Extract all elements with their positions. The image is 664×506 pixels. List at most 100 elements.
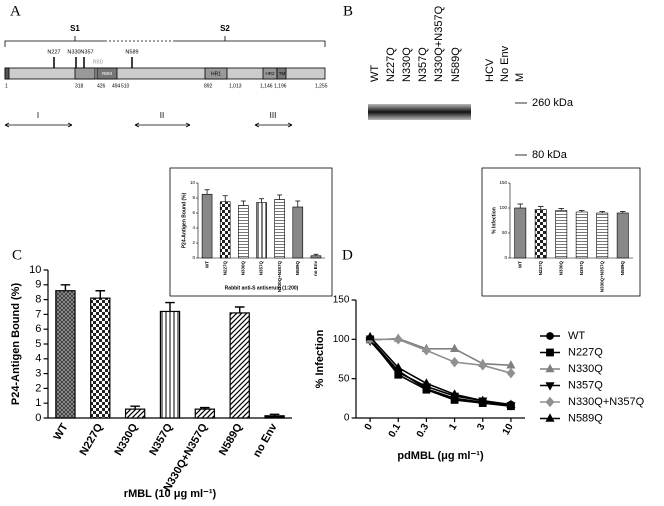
position-label: 1,255 xyxy=(315,83,328,89)
y-tick-label: 4 xyxy=(192,225,195,230)
fragment-label: II xyxy=(160,111,164,120)
panel-label: D xyxy=(342,247,353,263)
x-tick-label: 0.1 xyxy=(387,422,404,440)
x-tick-label: N330Q xyxy=(241,261,246,276)
y-tick-label: 0 xyxy=(344,413,350,424)
position-label: 1,013 xyxy=(229,83,242,89)
x-tick-label: N330Q xyxy=(112,421,140,458)
bar xyxy=(310,255,322,259)
marker xyxy=(478,360,488,371)
error-bar xyxy=(578,210,585,212)
y-tick-label: 50 xyxy=(502,230,508,235)
y-tick-label: 150 xyxy=(333,295,350,306)
bar xyxy=(194,408,216,419)
series-line xyxy=(369,340,512,407)
marker xyxy=(393,362,403,371)
y-tick-label: 8 xyxy=(192,195,195,200)
bar xyxy=(292,206,304,259)
error-bar xyxy=(517,203,524,208)
bar xyxy=(274,199,285,259)
x-tick-label: N589Q xyxy=(217,421,245,458)
fragment-label: III xyxy=(270,111,277,120)
x-axis-label: rMBL (10 μg ml⁻¹) xyxy=(124,488,217,500)
error-bar xyxy=(234,306,245,313)
x-tick-label: N330Q xyxy=(558,261,563,276)
series-line xyxy=(369,338,512,407)
legend-marker xyxy=(545,382,555,391)
panel-label: C xyxy=(12,247,22,263)
series-line xyxy=(369,336,512,406)
error-bar xyxy=(204,189,210,195)
domain-label: TM xyxy=(279,71,286,76)
position-label: 1 xyxy=(5,83,8,89)
y-tick-label: 10 xyxy=(29,264,41,276)
glycan-label: N357 xyxy=(80,49,93,55)
domain-label: HR2 xyxy=(265,71,274,76)
marker xyxy=(449,389,460,398)
x-tick-label: N357Q xyxy=(147,421,175,458)
y-tick-label: 10 xyxy=(190,180,196,185)
error-bar xyxy=(537,206,544,210)
x-tick-label: no Env xyxy=(313,261,318,276)
error-bar xyxy=(259,198,264,203)
legend-marker xyxy=(545,413,555,422)
error-bar xyxy=(240,200,246,206)
legend-label: N227Q xyxy=(568,346,603,358)
bar xyxy=(55,290,76,419)
bar xyxy=(219,201,231,259)
lane-label: N330Q+N357Q xyxy=(433,5,445,82)
x-tick-label: 10 xyxy=(501,422,516,438)
error-bar xyxy=(277,194,283,200)
bar xyxy=(256,202,267,259)
x-tick-label: N330Q+N357Q xyxy=(277,261,282,293)
error-bar xyxy=(222,195,228,202)
x-tick-label: N227Q xyxy=(538,261,543,276)
panel-label: A xyxy=(10,3,21,19)
error-bar xyxy=(60,284,71,291)
error-bar xyxy=(269,413,280,416)
y-tick-label: 50 xyxy=(338,373,350,384)
marker xyxy=(450,356,459,368)
y-tick-label: 5 xyxy=(35,338,41,350)
legend-label: WT xyxy=(568,330,585,342)
domain-label: RBD xyxy=(93,59,104,65)
series-line xyxy=(370,338,512,374)
panel-label: B xyxy=(343,3,353,19)
y-tick-label: 7 xyxy=(35,308,41,320)
x-tick-label: N357Q xyxy=(259,261,264,276)
domain-label: S2 xyxy=(220,24,230,33)
y-tick-label: 0 xyxy=(35,412,41,424)
error-bar xyxy=(295,200,301,207)
position-label: 1,196 xyxy=(274,83,287,89)
bar xyxy=(201,193,213,259)
position-label: 892 xyxy=(204,83,213,89)
y-tick-label: 8 xyxy=(35,294,41,306)
position-label: 1,146 xyxy=(260,83,273,89)
y-tick-label: 1 xyxy=(35,397,41,409)
bar xyxy=(124,408,146,419)
error-bar xyxy=(165,301,175,312)
y-tick-label: 9 xyxy=(35,279,41,291)
x-tick-label: WT xyxy=(52,421,71,442)
marker-label: 260 kDa xyxy=(532,97,574,109)
marker xyxy=(506,399,516,408)
bar xyxy=(534,209,547,259)
legend-label: N357Q xyxy=(568,379,603,391)
y-tick-label: 0 xyxy=(504,255,507,260)
glycan-label: N589 xyxy=(125,49,138,55)
y-tick-label: 4 xyxy=(35,353,41,365)
position-label: 426 xyxy=(97,83,106,89)
marker xyxy=(506,367,516,379)
inset-frame xyxy=(481,167,641,297)
domain-label: RBM xyxy=(102,71,112,76)
x-tick-label: 0 xyxy=(363,422,376,433)
x-axis-label: pdMBL (μg ml⁻¹) xyxy=(397,450,484,462)
fragment-label: I xyxy=(37,111,39,120)
error-bar xyxy=(558,208,565,211)
legend-label: N330Q+N357Q xyxy=(568,396,645,408)
lane-label: N589Q xyxy=(450,47,462,82)
lane-label: M xyxy=(514,73,526,82)
x-tick-label: N227Q xyxy=(78,421,106,458)
lane-label: N227Q xyxy=(385,47,397,82)
bar xyxy=(238,205,249,259)
